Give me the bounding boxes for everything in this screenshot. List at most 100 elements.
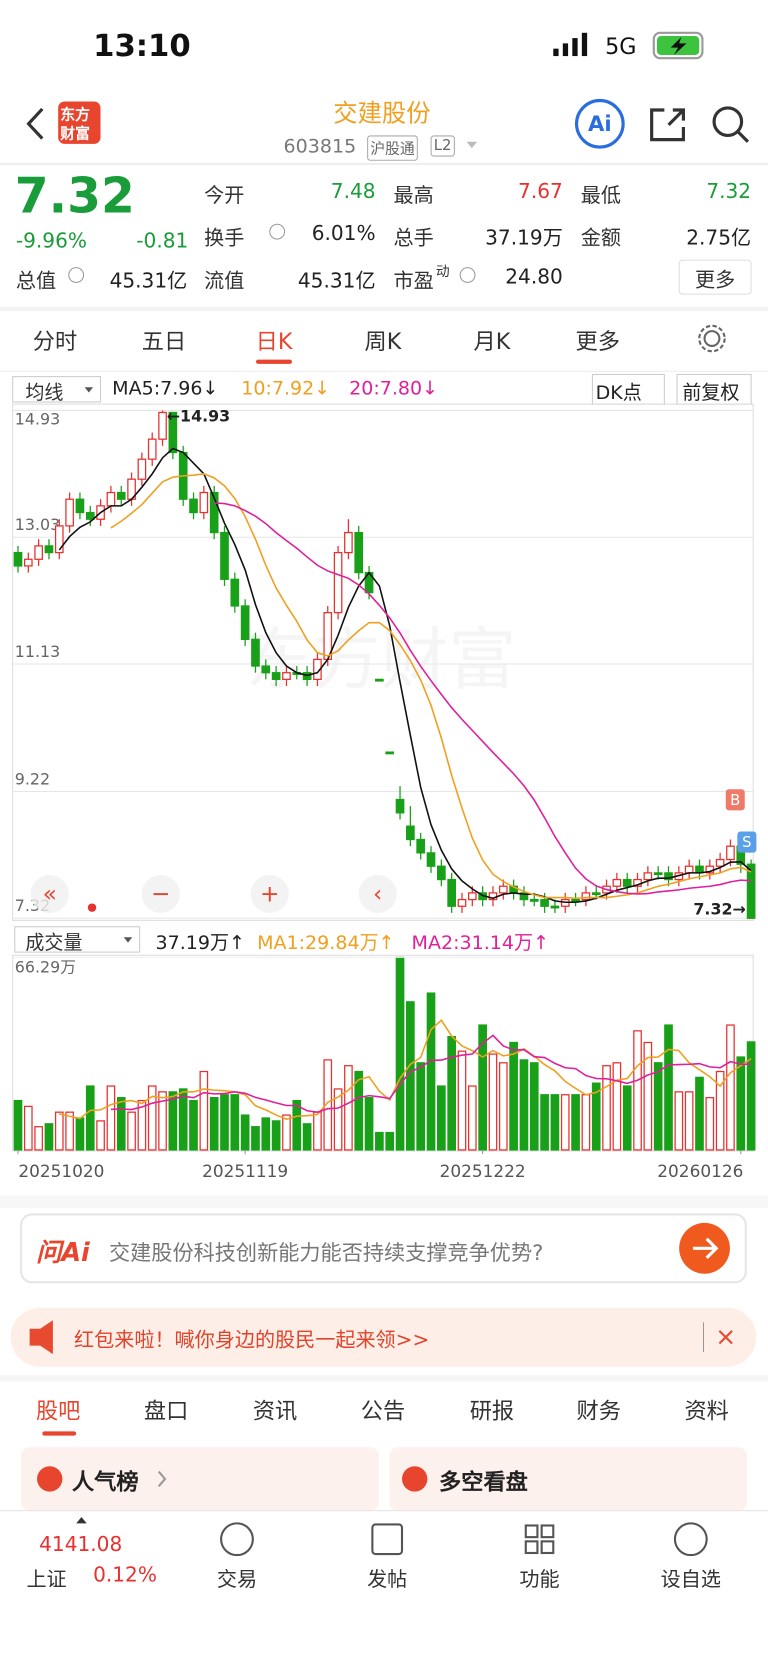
subtab[interactable]: 股吧 <box>35 1398 81 1424</box>
banner[interactable] <box>10 1307 757 1367</box>
ai-question[interactable]: 交建股份科技创新能力能否持续支撑竞争优势? <box>108 1239 544 1266</box>
ai-box[interactable] <box>20 1213 747 1284</box>
candle-body <box>147 438 157 460</box>
tab[interactable]: 五日 <box>141 329 187 355</box>
volume-bar <box>457 1050 467 1151</box>
volume-bar <box>426 992 436 1151</box>
dk-label[interactable]: DK点 <box>595 381 642 405</box>
index-pct[interactable]: 0.12% <box>93 1563 157 1587</box>
candle-body <box>581 892 591 901</box>
info-icon[interactable] <box>269 223 286 240</box>
info-icon[interactable] <box>68 267 85 283</box>
volume-bar <box>292 1099 302 1151</box>
candle-body <box>168 411 178 454</box>
volume-bar <box>550 1094 560 1151</box>
card-title[interactable]: 人气榜 <box>71 1469 139 1495</box>
volume-bar <box>313 1111 322 1151</box>
volume-bar <box>746 1041 756 1151</box>
candle-body <box>54 525 64 554</box>
signal <box>581 32 588 57</box>
search-icon <box>736 130 750 143</box>
banner-text[interactable]: 红包来啦！喊你身边的股民一起来领>> <box>74 1328 430 1352</box>
close-icon[interactable] <box>718 1330 733 1345</box>
volume-current: 37.19万↑ <box>155 932 246 955</box>
card-icon <box>402 1466 428 1492</box>
sell-marker: S <box>742 834 751 851</box>
subtab[interactable]: 盘口 <box>143 1398 189 1424</box>
volume-bar <box>467 1085 477 1151</box>
nav-item[interactable]: 交易 <box>216 1567 258 1592</box>
more-button[interactable] <box>678 259 752 295</box>
back-icon[interactable] <box>26 107 44 140</box>
volume-select[interactable] <box>14 926 141 953</box>
volume-bar <box>519 1059 529 1151</box>
function-icon[interactable] <box>524 1524 555 1555</box>
watch-icon[interactable] <box>673 1522 708 1557</box>
tab[interactable]: 月K <box>473 329 511 355</box>
candle-body <box>220 531 229 580</box>
volume-bar <box>354 1070 364 1151</box>
card-title[interactable]: 多空看盘 <box>439 1469 528 1495</box>
volume-bar <box>612 1062 622 1151</box>
max-label: ←14.93 <box>167 406 230 425</box>
nav-item[interactable]: 发帖 <box>367 1567 408 1592</box>
volume-bar <box>375 1131 384 1151</box>
subtab[interactable]: 研报 <box>469 1398 515 1424</box>
post-icon[interactable] <box>371 1523 404 1556</box>
info-icon[interactable] <box>459 267 476 283</box>
chevron <box>157 1470 167 1488</box>
volume-bar <box>116 1097 126 1151</box>
adjust-label[interactable]: 前复权 <box>682 381 740 405</box>
indicator-label[interactable]: 均线 <box>25 381 64 405</box>
zoom-button[interactable] <box>358 874 397 913</box>
zoom-button[interactable] <box>30 874 69 913</box>
tab[interactable]: 周K <box>364 329 402 355</box>
settings-icon[interactable] <box>703 330 721 347</box>
subtab[interactable]: 资料 <box>684 1398 729 1424</box>
field-value: 24.80 <box>505 265 563 289</box>
nav-item[interactable]: 功能 <box>519 1567 560 1592</box>
volume-bar <box>85 1085 95 1151</box>
index-value[interactable]: 4141.08 <box>39 1532 123 1557</box>
zoom-icon: − <box>151 880 171 907</box>
subtab[interactable]: 资讯 <box>252 1398 298 1424</box>
zoom-button[interactable] <box>141 874 180 913</box>
dropdown-icon[interactable] <box>466 141 478 149</box>
nav-item[interactable]: 设自选 <box>660 1567 721 1592</box>
search-icon[interactable] <box>712 106 744 137</box>
more-label[interactable]: 更多 <box>695 268 736 292</box>
stock-name: 交建股份 <box>333 100 431 129</box>
ai-icon[interactable] <box>574 98 625 149</box>
volume-bar <box>75 1117 85 1151</box>
subtab[interactable]: 公告 <box>360 1398 406 1424</box>
tab[interactable]: 日K <box>255 329 293 355</box>
card[interactable] <box>389 1447 747 1511</box>
dot <box>87 903 97 912</box>
dk-button[interactable] <box>591 373 665 405</box>
indicator-select[interactable] <box>12 376 102 403</box>
index-name[interactable]: 上证 <box>26 1567 67 1592</box>
volume-bar <box>715 1070 725 1151</box>
volume-bar <box>726 1024 735 1151</box>
volume-bar <box>705 1097 715 1151</box>
logo <box>58 101 101 144</box>
volume-bar <box>674 1091 684 1151</box>
volume-bar <box>416 1062 426 1151</box>
candle-body <box>261 665 271 674</box>
volume-select-label[interactable]: 成交量 <box>25 932 83 955</box>
subtab[interactable]: 财务 <box>576 1398 621 1424</box>
zoom-icon: « <box>43 880 57 907</box>
volume-bar <box>364 1097 374 1151</box>
tab[interactable]: 分时 <box>32 329 78 355</box>
candle-body <box>75 498 85 514</box>
change: -0.81 <box>136 229 189 253</box>
zoom-button[interactable] <box>250 874 289 913</box>
share-icon[interactable] <box>650 108 685 142</box>
vol-ma2: MA2:31.14万↑ <box>411 932 550 955</box>
trade-icon[interactable] <box>220 1522 254 1557</box>
card[interactable] <box>21 1447 379 1511</box>
volume-bar <box>664 1024 673 1151</box>
tab[interactable]: 更多 <box>575 329 620 355</box>
field-value: 37.19万 <box>485 226 563 250</box>
volume-bar <box>581 1094 591 1151</box>
